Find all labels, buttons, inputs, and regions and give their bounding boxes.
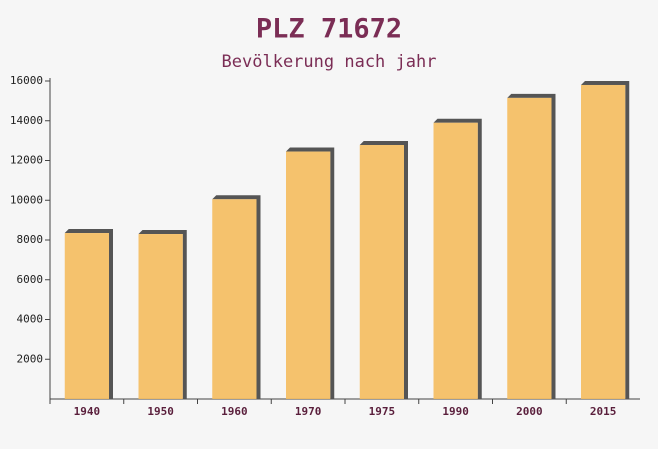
chart-title: PLZ 71672 [256,14,402,45]
x-tick-label: 1940 [74,405,101,418]
bar [212,199,257,399]
x-tick-label: 1990 [442,405,469,418]
y-tick-label: 2000 [17,352,44,365]
y-tick-label: 4000 [17,313,44,326]
y-tick-label: 14000 [10,114,43,127]
y-tick-label: 6000 [17,273,44,286]
x-tick-label: 1950 [147,405,174,418]
bar [581,84,626,399]
bar [64,233,109,399]
x-tick-label: 1960 [221,405,248,418]
x-tick-label: 2015 [590,405,617,418]
bar [507,97,552,400]
chart-subtitle: Bevölkerung nach jahr [222,52,437,72]
bar [359,144,404,399]
y-tick-label: 12000 [10,154,43,167]
x-tick-label: 2000 [516,405,543,418]
x-tick-label: 1975 [369,405,396,418]
y-tick-label: 16000 [10,74,43,87]
bar [433,122,478,400]
bar [138,234,183,399]
y-tick-label: 10000 [10,193,43,206]
y-tick-label: 8000 [17,233,44,246]
x-tick-label: 1970 [295,405,322,418]
bar [286,151,331,399]
